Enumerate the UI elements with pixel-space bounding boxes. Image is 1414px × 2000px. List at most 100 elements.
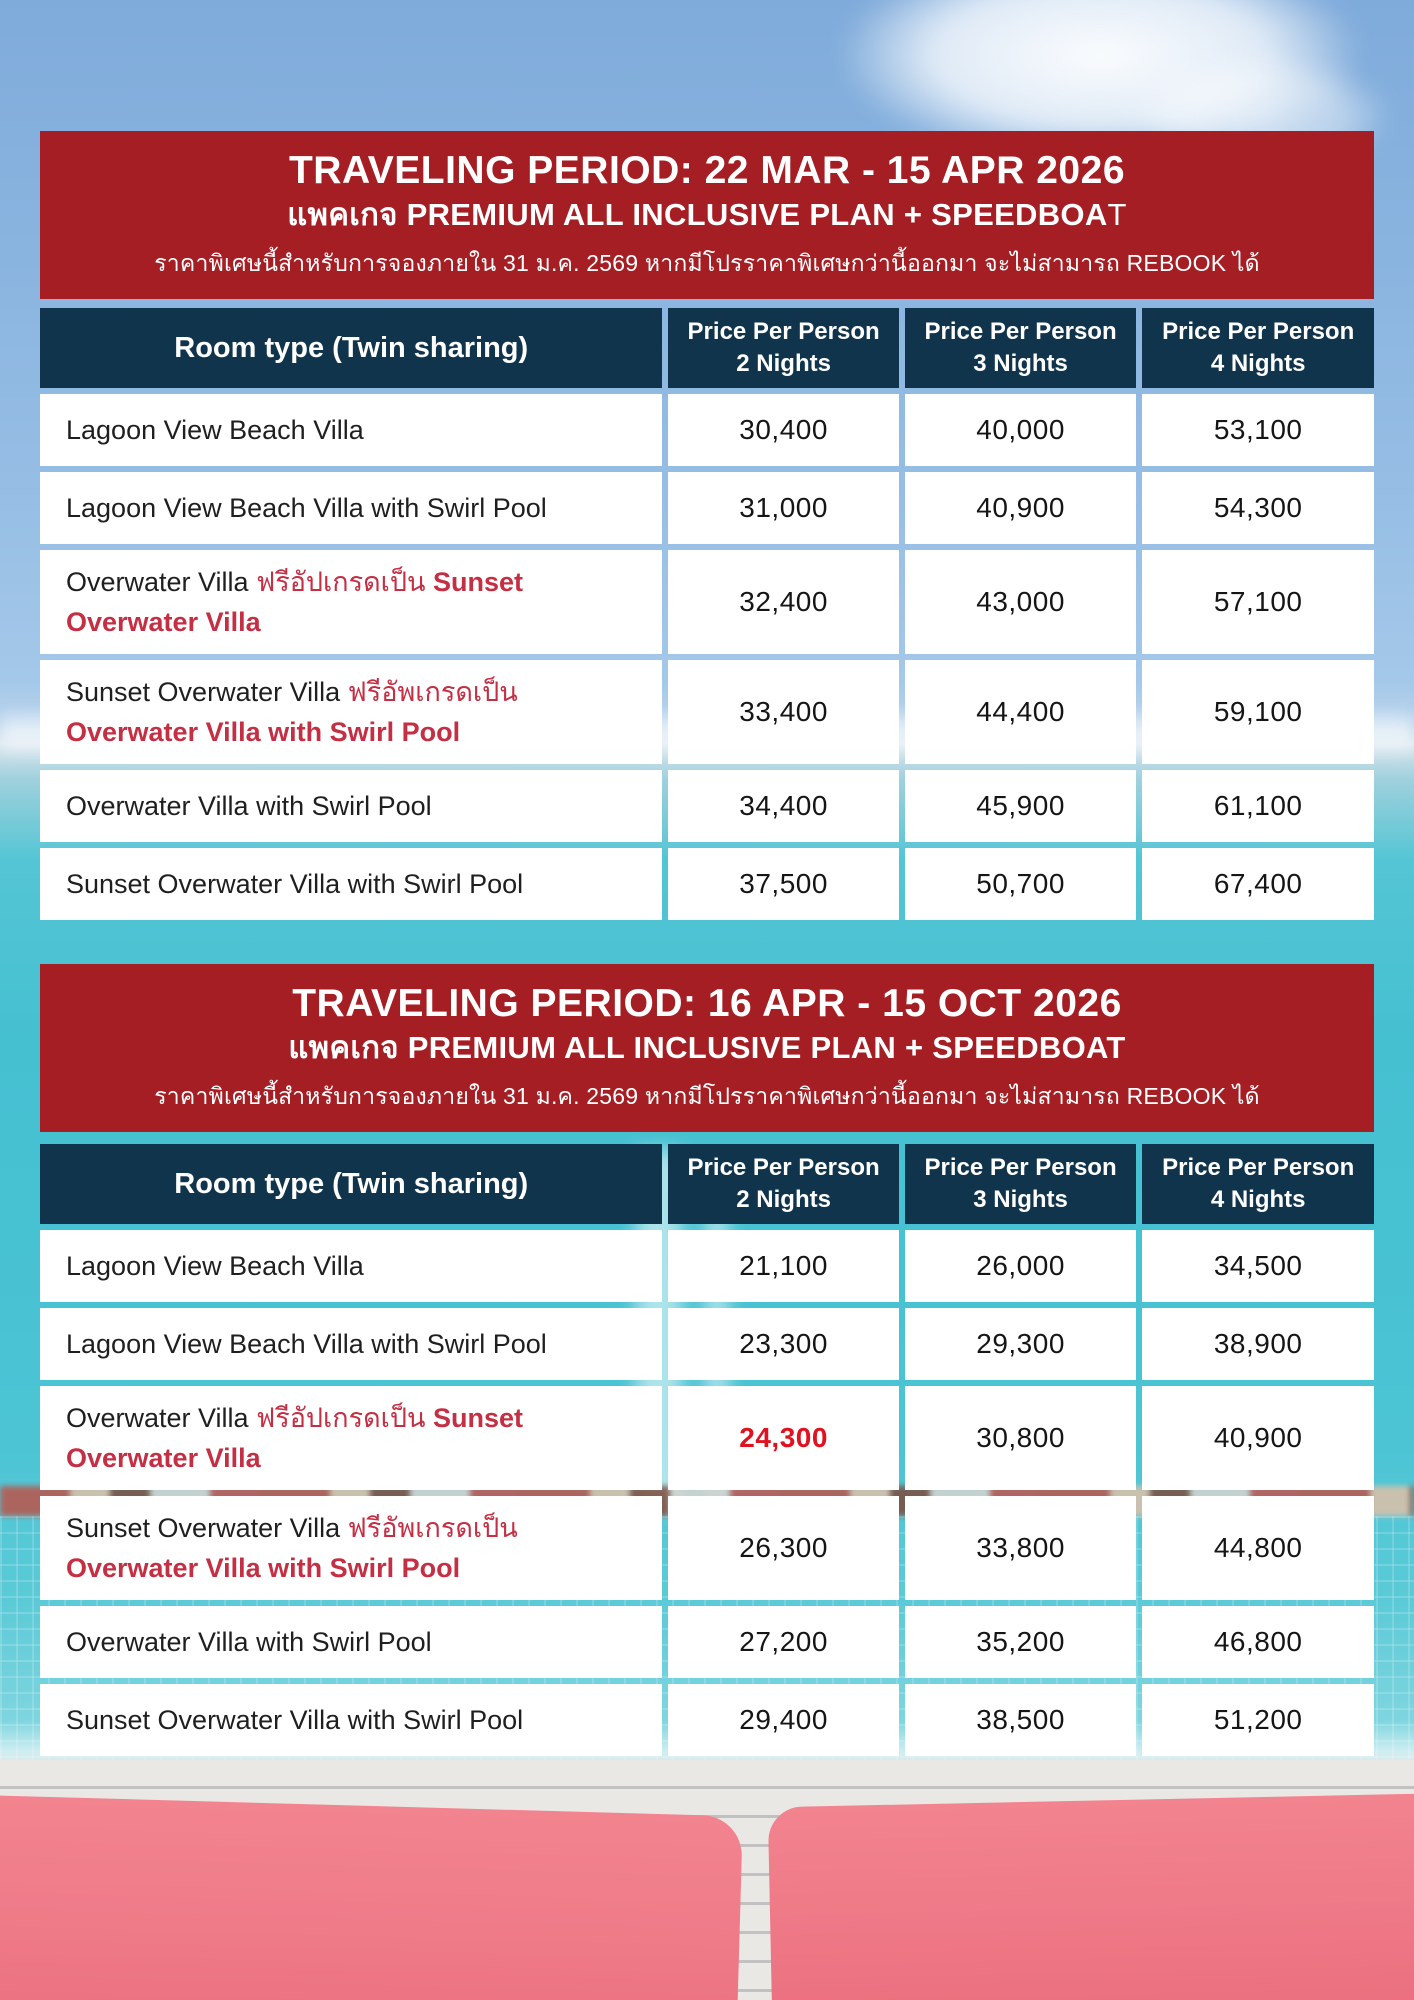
price-cell: 30,800 xyxy=(904,1386,1137,1490)
room-type-text: Sunset Overwater Villa ฟรีอัพเกรดเป็น Ov… xyxy=(66,672,648,753)
room-name-segment: ฟรีอัพเกรดเป็น xyxy=(347,676,518,707)
price-cell: 61,100 xyxy=(1142,770,1374,842)
banner-title: TRAVELING PERIOD: 22 MAR - 15 APR 2026 xyxy=(288,149,1126,193)
price-cell: 30,400 xyxy=(668,394,899,466)
table-row: Sunset Overwater Villa ฟรีอัพเกรดเป็น Ov… xyxy=(40,1496,1374,1600)
price-header: Price Per Person 2 Nights xyxy=(668,1144,899,1224)
period-banner-2: TRAVELING PERIOD: 16 APR - 15 OCT 2026 แ… xyxy=(40,964,1374,1132)
room-type-cell: Lagoon View Beach Villa with Swirl Pool xyxy=(40,472,663,544)
price-header-line1: Price Per Person xyxy=(687,317,880,345)
table-row: Lagoon View Beach Villa 21,100 26,000 34,50… xyxy=(40,1230,1374,1302)
price-header-line1: Price Per Person xyxy=(1162,1153,1355,1181)
price-cell: 26,300 xyxy=(668,1496,899,1600)
price-cell: 44,800 xyxy=(1142,1496,1374,1600)
room-type-cell: Overwater Villa ฟรีอัปเกรดเป็น Sunset Ov… xyxy=(40,1386,663,1490)
room-type-cell: Sunset Overwater Villa with Swirl Pool xyxy=(40,1684,663,1756)
table-row: Overwater Villa with Swirl Pool 27,200 35,… xyxy=(40,1606,1374,1678)
price-cell: 57,100 xyxy=(1142,550,1374,654)
room-type-text: Sunset Overwater Villa ฟรีอัพเกรดเป็น Ov… xyxy=(66,1508,648,1589)
table-row: Overwater Villa ฟรีอัปเกรดเป็น Sunset Ov… xyxy=(40,1386,1374,1490)
room-name-segment: Sunset Overwater Villa with Swirl Pool xyxy=(66,1704,524,1735)
banner-subtitle: แพคเกจ PREMIUM ALL INCLUSIVE PLAN + SPEE… xyxy=(287,196,1127,233)
price-cell: 29,400 xyxy=(668,1684,899,1756)
price-cell: 40,900 xyxy=(904,472,1137,544)
room-type-cell: Sunset Overwater Villa with Swirl Pool xyxy=(40,848,663,920)
price-table-2: Room type (Twin sharing) Price Per Person… xyxy=(40,1144,1374,1756)
price-header: Price Per Person 3 Nights xyxy=(904,1144,1137,1224)
banner-subtitle-bold: แพคเกจ PREMIUM ALL INCLUSIVE PLAN + SPEE… xyxy=(288,1030,1126,1066)
room-type-cell: Overwater Villa with Swirl Pool xyxy=(40,770,663,842)
price-cell: 32,400 xyxy=(668,550,899,654)
price-cell: 34,400 xyxy=(668,770,899,842)
room-type-header: Room type (Twin sharing) xyxy=(40,1144,663,1224)
room-name-segment: Sunset Overwater Villa with Swirl Pool xyxy=(66,868,524,899)
table-row: Sunset Overwater Villa with Swirl Pool 37… xyxy=(40,848,1374,920)
table-row: Sunset Overwater Villa ฟรีอัพเกรดเป็น Ov… xyxy=(40,660,1374,764)
price-cell: 67,400 xyxy=(1142,848,1374,920)
room-type-text: Sunset Overwater Villa with Swirl Pool xyxy=(66,864,523,905)
banner-booking-note: ราคาพิเศษนี้สำหรับการจองภายใน 31 ม.ค. 25… xyxy=(154,249,1260,276)
room-name-segment: Lagoon View Beach Villa with Swirl Pool xyxy=(66,1328,547,1359)
price-header-line1: Price Per Person xyxy=(1162,317,1355,345)
banner-title: TRAVELING PERIOD: 16 APR - 15 OCT 2026 xyxy=(292,982,1122,1026)
price-cell: 33,400 xyxy=(668,660,899,764)
price-cell: 45,900 xyxy=(904,770,1137,842)
table-row: Lagoon View Beach Villa with Swirl Pool 3… xyxy=(40,472,1374,544)
room-name-segment: Sunset Overwater Villa xyxy=(66,676,348,707)
room-name-segment: Overwater Villa with Swirl Pool xyxy=(66,790,432,821)
pink-lounger-cushion xyxy=(0,1793,743,2000)
price-cell: 31,000 xyxy=(668,472,899,544)
price-cell: 51,200 xyxy=(1142,1684,1374,1756)
banner-subtitle: แพคเกจ PREMIUM ALL INCLUSIVE PLAN + SPEE… xyxy=(288,1029,1125,1066)
price-cell: 40,000 xyxy=(904,394,1137,466)
room-type-cell: Overwater Villa ฟรีอัปเกรดเป็น Sunset Ov… xyxy=(40,550,663,654)
room-type-cell: Lagoon View Beach Villa xyxy=(40,394,663,466)
price-cell: 38,900 xyxy=(1142,1308,1374,1380)
banner-booking-note: ราคาพิเศษนี้สำหรับการจองภายใน 31 ม.ค. 25… xyxy=(154,1082,1260,1109)
price-header-line1: Price Per Person xyxy=(687,1153,880,1181)
price-header-line1: Price Per Person xyxy=(924,317,1117,345)
room-type-text: Overwater Villa ฟรีอัปเกรดเป็น Sunset Ov… xyxy=(66,1398,648,1479)
price-header-line2: 4 Nights xyxy=(1210,1186,1306,1213)
price-header-line2: 2 Nights xyxy=(736,350,831,377)
room-name-segment: Overwater Villa xyxy=(66,1402,257,1433)
price-cell: 29,300 xyxy=(904,1308,1137,1380)
price-header: Price Per Person 4 Nights xyxy=(1142,1144,1374,1224)
table-header-row: Room type (Twin sharing) Price Per Person… xyxy=(40,308,1374,388)
period-banner-1: TRAVELING PERIOD: 22 MAR - 15 APR 2026 แ… xyxy=(40,131,1374,299)
room-type-text: Lagoon View Beach Villa xyxy=(66,1246,364,1287)
room-name-segment: Overwater Villa xyxy=(66,566,257,597)
table-header-row: Room type (Twin sharing) Price Per Person… xyxy=(40,1144,1374,1224)
banner-subtitle-bold: แพคเกจ PREMIUM ALL INCLUSIVE PLAN + SPEE… xyxy=(287,197,1108,233)
price-cell: 24,300 xyxy=(668,1386,899,1490)
price-cell: 37,500 xyxy=(668,848,899,920)
price-cell: 23,300 xyxy=(668,1308,899,1380)
pink-lounger-cushion xyxy=(767,1792,1414,2000)
price-cell: 44,400 xyxy=(904,660,1137,764)
room-name-segment: Overwater Villa with Swirl Pool xyxy=(66,1626,432,1657)
room-name-segment: Overwater Villa with Swirl Pool xyxy=(66,717,461,747)
price-cell: 50,700 xyxy=(904,848,1137,920)
room-type-text: Overwater Villa with Swirl Pool xyxy=(66,786,432,827)
room-type-text: Sunset Overwater Villa with Swirl Pool xyxy=(66,1700,523,1741)
price-cell: 34,500 xyxy=(1142,1230,1374,1302)
price-header-line1: Price Per Person xyxy=(924,1153,1117,1181)
room-name-segment: Overwater Villa with Swirl Pool xyxy=(66,1553,461,1583)
price-header: Price Per Person 3 Nights xyxy=(904,308,1137,388)
price-header-line2: 2 Nights xyxy=(736,1186,831,1213)
room-name-segment: Sunset Overwater Villa xyxy=(66,1512,348,1543)
price-cell: 38,500 xyxy=(904,1684,1137,1756)
table-row: Sunset Overwater Villa with Swirl Pool 29… xyxy=(40,1684,1374,1756)
price-cell: 27,200 xyxy=(668,1606,899,1678)
room-name-segment: ฟรีอัปเกรดเป็น xyxy=(256,1402,433,1433)
price-header-line2: 3 Nights xyxy=(973,1186,1068,1213)
price-header: Price Per Person 4 Nights xyxy=(1142,308,1374,388)
price-cell: 46,800 xyxy=(1142,1606,1374,1678)
room-name-segment: ฟรีอัปเกรดเป็น xyxy=(256,566,433,597)
price-cell: 54,300 xyxy=(1142,472,1374,544)
room-type-cell: Lagoon View Beach Villa xyxy=(40,1230,663,1302)
room-name-segment: Lagoon View Beach Villa xyxy=(66,414,364,445)
price-header-line2: 4 Nights xyxy=(1210,350,1306,377)
table-row: Lagoon View Beach Villa with Swirl Pool 2… xyxy=(40,1308,1374,1380)
